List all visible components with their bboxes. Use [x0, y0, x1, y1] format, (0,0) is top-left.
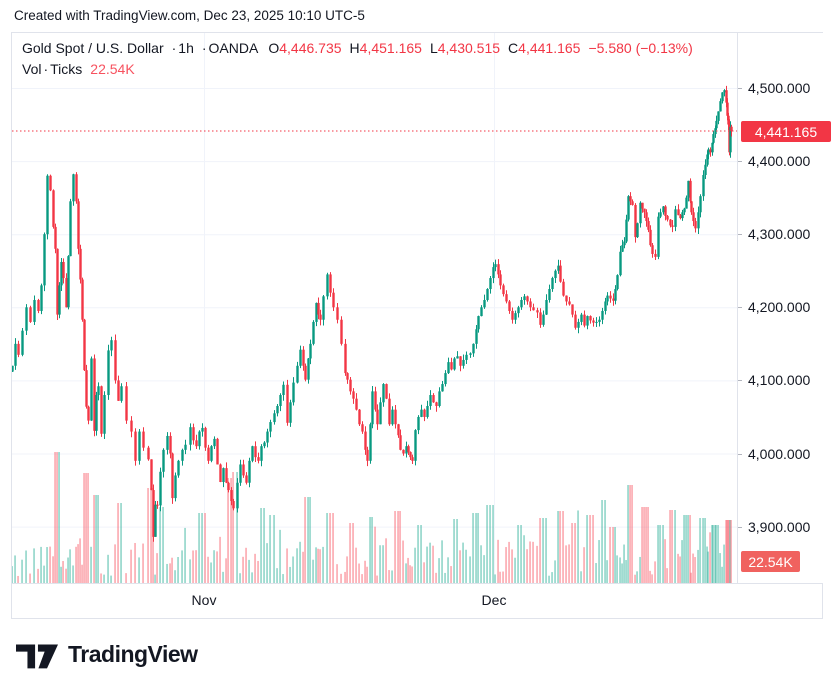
price-chart-canvas[interactable]	[12, 33, 737, 583]
ohlc-high: H4,451.165	[350, 38, 422, 59]
tradingview-logo-link[interactable]: TradingView	[16, 637, 198, 671]
volume-bars	[12, 452, 732, 583]
symbol-title[interactable]: Gold Spot / U.S. Dollar	[22, 40, 164, 56]
price-axis-label: 4,000.000	[748, 445, 811, 462]
last-price-badge: 4,441.165	[741, 121, 831, 142]
high-value: 4,451.165	[359, 40, 422, 56]
price-axis-tick	[738, 234, 742, 236]
legend-separator: ·	[201, 40, 207, 56]
close-key: C	[508, 40, 519, 56]
ohlc-close: C4,441.165	[508, 38, 580, 59]
price-axis-label: 4,400.000	[748, 153, 811, 170]
price-axis-tick	[738, 88, 742, 89]
attribution-text: Created with TradingView.com, Dec 23, 20…	[14, 8, 365, 23]
price-axis-label: 3,900.000	[748, 518, 811, 535]
volume-value: 22.54K	[90, 61, 135, 77]
price-axis-tick	[738, 453, 742, 455]
legend-separator: ·	[171, 40, 177, 56]
grid-lines	[12, 33, 737, 583]
volume-ticks-label[interactable]: Ticks	[50, 61, 83, 77]
chart-legend: Gold Spot / U.S. Dollar · 1h · OANDA O4,…	[22, 38, 693, 80]
price-axis-tick	[738, 380, 742, 382]
price-axis-tick	[738, 307, 742, 309]
candles	[12, 85, 733, 542]
close-value: 4,441.165	[518, 40, 581, 56]
price-axis-tick	[738, 161, 742, 163]
price-axis-label: 4,500.000	[748, 80, 811, 96]
tradingview-logo-text: TradingView	[68, 640, 198, 667]
time-axis[interactable]: Nov Dec	[12, 583, 822, 618]
chart-widget: Gold Spot / U.S. Dollar · 1h · OANDA O4,…	[11, 32, 831, 619]
price-change: −5.580 (−0.13%)	[588, 40, 693, 56]
legend-row-symbol: Gold Spot / U.S. Dollar · 1h · OANDA O4,…	[22, 38, 693, 59]
legend-row-volume: Vol · Ticks 22.54K	[22, 59, 693, 80]
tradingview-logo-icon	[16, 644, 58, 669]
price-axis-label: 4,200.000	[748, 299, 811, 316]
open-key: O	[268, 40, 280, 56]
time-axis-label: Dec	[481, 592, 507, 608]
interval-label[interactable]: 1h	[178, 40, 194, 56]
time-axis-label: Nov	[191, 592, 217, 608]
ohlc-open: O4,446.735	[268, 38, 341, 59]
low-value: 4,430.515	[437, 40, 501, 56]
open-value: 4,446.735	[279, 40, 342, 56]
price-axis-tick	[738, 526, 742, 528]
low-key: L	[429, 40, 438, 56]
high-key: H	[349, 40, 360, 56]
price-axis-label: 4,300.000	[748, 226, 811, 243]
ohlc-low: L4,430.515	[430, 38, 500, 59]
price-axis[interactable]: 4,500.000 4,400.000 4,300.000 4,200.000 4,10…	[737, 33, 823, 583]
volume-badge: 22.54K	[741, 551, 800, 572]
exchange-label[interactable]: OANDA	[208, 40, 259, 56]
price-axis-label: 4,100.000	[748, 372, 811, 389]
volume-indicator-label[interactable]: Vol	[22, 61, 42, 77]
legend-separator: ·	[43, 61, 49, 77]
